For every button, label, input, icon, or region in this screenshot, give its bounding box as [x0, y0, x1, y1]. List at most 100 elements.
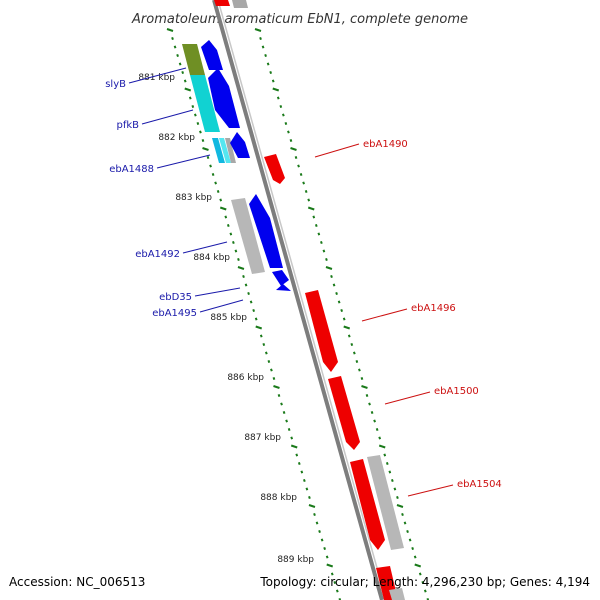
- tick-mark-minor: [289, 138, 293, 143]
- left-gene-labels: slyB pfkB ebA1488 ebA1492 ebD35 ebA1495: [105, 67, 244, 319]
- tick-mark-minor: [347, 334, 351, 338]
- tick-mark-minor: [325, 257, 328, 262]
- tick-mark-minor: [183, 79, 187, 83]
- leader-line: [156, 154, 211, 169]
- tick-mark-minor: [332, 283, 336, 287]
- kbp-label: 887 kbp: [244, 433, 281, 443]
- tick-mark-major: [254, 28, 262, 32]
- gene-arrow-ebA1504: [350, 459, 385, 550]
- tick-mark-minor: [178, 62, 182, 66]
- leader-line: [182, 241, 228, 254]
- tick-mark-minor: [290, 436, 294, 440]
- tick-mark-minor: [303, 478, 306, 483]
- tick-mark-minor: [254, 317, 258, 321]
- tick-mark-minor: [337, 300, 341, 304]
- tick-mark-minor: [247, 291, 250, 296]
- tick-mark-major: [325, 266, 333, 270]
- tick-mark-minor: [373, 419, 376, 423]
- tick-mark-major: [290, 147, 297, 151]
- tick-mark-minor: [267, 359, 271, 364]
- leader-line: [361, 308, 408, 322]
- gene-block-grey-ebA1504: [367, 455, 404, 550]
- leader-line: [128, 67, 187, 84]
- gene-label-ebA1495: ebA1495: [152, 308, 197, 319]
- tick-mark-minor: [226, 223, 230, 228]
- tick-mark-minor: [320, 538, 324, 542]
- gene-arrow-blue-2: [208, 68, 240, 128]
- gene-block-ebA1488-a: [212, 138, 225, 163]
- leader-line: [194, 287, 241, 297]
- tick-mark-minor: [315, 521, 319, 525]
- tick-mark-minor: [325, 555, 329, 559]
- tick-mark-minor: [270, 368, 273, 372]
- gene-block-slyB: [182, 44, 205, 75]
- tick-mark-minor: [322, 249, 326, 253]
- tick-mark-minor: [209, 164, 212, 168]
- tick-mark-minor: [264, 351, 268, 355]
- tick-mark-minor: [196, 121, 200, 126]
- tick-mark-minor: [297, 461, 301, 466]
- accession-text: Accession: NC_006513: [9, 575, 145, 589]
- gene-block-grey-ebA1492: [231, 198, 265, 274]
- gene-arrow-ebA1492: [249, 194, 283, 268]
- gene-arrow-ebA1496: [305, 290, 338, 372]
- gene-block-bottom-grey: [389, 588, 405, 600]
- tick-mark-minor: [406, 529, 409, 534]
- tick-mark-minor: [299, 172, 303, 177]
- tick-mark-major: [202, 147, 209, 151]
- gene-block-grey-small: [225, 138, 236, 163]
- tick-mark-minor: [237, 257, 240, 262]
- tick-mark-minor: [201, 138, 205, 143]
- tick-mark-minor: [421, 580, 425, 585]
- gene-block-ebA1488-b: [219, 138, 231, 163]
- kbp-label: 884 kbp: [193, 253, 230, 263]
- tick-mark-minor: [219, 198, 223, 202]
- gene-arrow-ebA1490: [264, 154, 285, 184]
- tick-mark-minor: [229, 232, 233, 236]
- tick-mark-minor: [330, 274, 333, 279]
- tick-mark-minor: [216, 189, 220, 194]
- tick-mark-minor: [214, 181, 217, 185]
- tick-mark-minor: [375, 427, 379, 432]
- tick-mark-minor: [305, 487, 309, 491]
- tick-mark-minor: [297, 164, 300, 168]
- tick-mark-minor: [242, 274, 245, 279]
- tick-mark-minor: [279, 104, 283, 109]
- gene-label-ebA1504: ebA1504: [457, 479, 502, 490]
- tick-mark-minor: [333, 580, 337, 585]
- tick-mark-major: [273, 385, 280, 389]
- tick-mark-minor: [330, 572, 334, 576]
- tick-mark-minor: [313, 512, 316, 517]
- tick-mark-minor: [280, 402, 283, 406]
- tick-mark-major: [361, 385, 368, 389]
- tick-mark-minor: [282, 113, 285, 117]
- tick-mark-minor: [396, 495, 399, 500]
- tick-mark-major: [307, 206, 315, 211]
- backbone: [212, 0, 387, 600]
- tick-mark-major: [343, 325, 351, 330]
- tick-mark-minor: [401, 512, 404, 517]
- tick-mark-minor: [323, 546, 326, 551]
- tick-mark-minor: [191, 104, 195, 109]
- kbp-label: 882 kbp: [158, 133, 195, 143]
- tick-mark-major: [255, 325, 263, 330]
- tick-mark-minor: [308, 495, 311, 500]
- tick-mark-major: [219, 206, 227, 211]
- gene-label-ebD35: ebD35: [159, 292, 192, 303]
- gene-label-pfkB: pfkB: [116, 120, 139, 131]
- tick-mark-minor: [365, 393, 369, 398]
- tick-mark-minor: [388, 470, 392, 474]
- leader-line: [199, 299, 244, 313]
- kbp-label: 881 kbp: [138, 73, 175, 83]
- tick-mark-minor: [272, 376, 276, 381]
- tick-mark-minor: [285, 419, 288, 423]
- tick-mark-minor: [355, 359, 359, 364]
- tick-mark-minor: [312, 215, 316, 219]
- tick-mark-minor: [295, 453, 299, 457]
- tick-mark-minor: [266, 62, 270, 66]
- tick-mark-minor: [294, 155, 298, 160]
- tick-mark-minor: [317, 232, 321, 236]
- tick-mark-major: [308, 504, 316, 508]
- tick-mark-minor: [276, 96, 280, 100]
- tick-mark-minor: [370, 410, 374, 415]
